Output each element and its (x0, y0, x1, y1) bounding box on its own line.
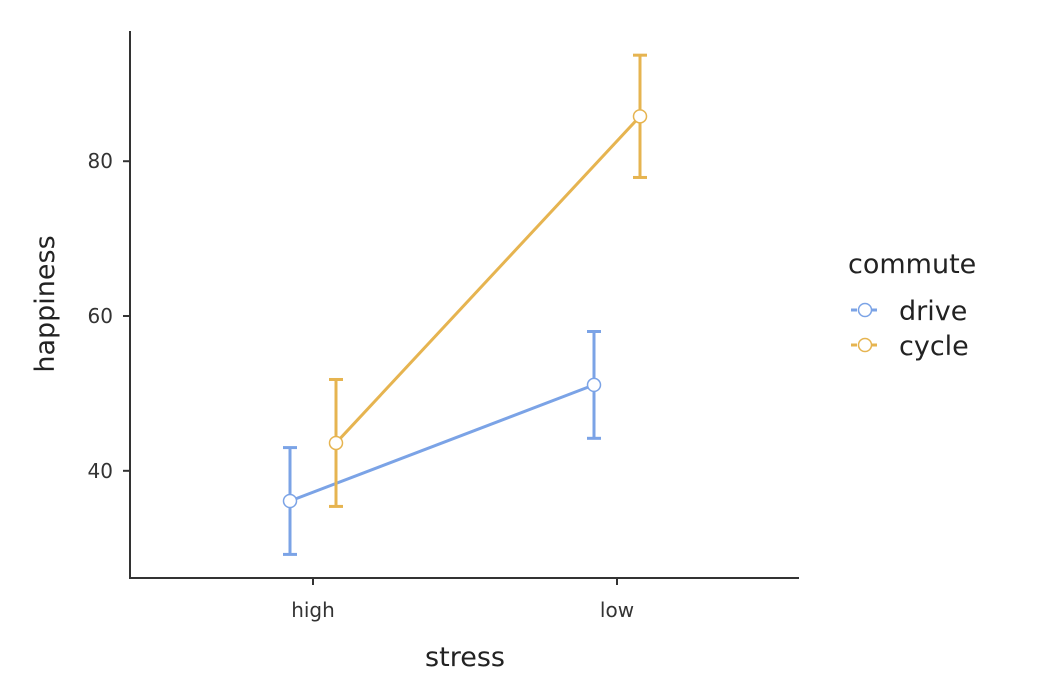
x-tick-label: low (600, 598, 634, 622)
y-tick-label: 80 (88, 149, 113, 173)
data-point (586, 377, 602, 393)
y-tick-label: 40 (88, 459, 113, 483)
y-tick-label: 60 (88, 304, 113, 328)
x-tick-label: high (291, 598, 335, 622)
legend: commute drive cycle (848, 249, 976, 362)
plot-area (282, 53, 648, 556)
series-drive (282, 329, 602, 556)
y-axis-ticks: 40 60 80 (88, 149, 130, 483)
legend-key-point (857, 302, 873, 318)
series-cycle (328, 53, 648, 508)
x-axis-ticks: high low (291, 578, 634, 622)
data-point (282, 493, 298, 509)
legend-label: cycle (899, 331, 969, 362)
legend-item-drive: drive (851, 296, 967, 327)
legend-title: commute (848, 249, 976, 280)
data-point (632, 109, 648, 124)
x-axis-title: stress (425, 642, 505, 673)
series-line (289, 383, 595, 503)
legend-key-point (857, 337, 873, 353)
legend-item-cycle: cycle (851, 331, 969, 362)
legend-label: drive (899, 296, 967, 327)
data-point (328, 435, 344, 451)
y-axis-title: happiness (30, 235, 61, 372)
series-line (334, 115, 642, 444)
